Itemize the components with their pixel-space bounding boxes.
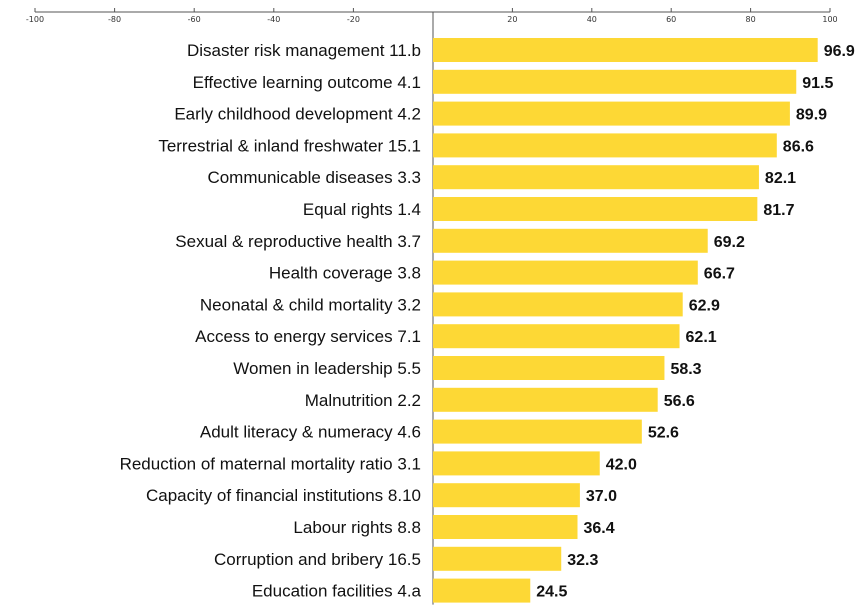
x-tick-label: -80 [108, 15, 121, 24]
bar [433, 292, 683, 317]
value-label: 86.6 [783, 138, 814, 155]
bar [433, 38, 818, 62]
value-label: 69.2 [714, 234, 745, 251]
x-tick-label: 40 [587, 15, 597, 24]
category-label: Education facilities 4.a [252, 582, 422, 601]
bar [433, 69, 797, 94]
x-tick-label: -20 [347, 15, 360, 24]
bar [433, 546, 562, 571]
bar [433, 387, 658, 412]
bar [433, 197, 758, 221]
category-label: Adult literacy & numeracy 4.6 [200, 423, 421, 442]
x-tick-label: 60 [666, 15, 676, 24]
bar [433, 165, 759, 190]
value-label: 32.3 [567, 552, 598, 569]
value-label: 37.0 [586, 488, 617, 505]
x-tick-label: -40 [267, 15, 280, 24]
value-label: 81.7 [763, 202, 794, 219]
x-tick-label: 20 [507, 15, 517, 24]
value-label: 52.6 [648, 425, 679, 442]
category-label: Health coverage 3.8 [269, 264, 421, 283]
category-label: Malnutrition 2.2 [305, 391, 421, 410]
bar [433, 515, 578, 539]
category-label: Labour rights 8.8 [293, 518, 421, 537]
value-label: 56.6 [664, 393, 695, 410]
value-labels: 96.9 91.5 89.9 86.6 82.1 81.7 69.2 66.7 62.9 62.1… [536, 43, 855, 601]
category-label: Sexual & reproductive health 3.7 [175, 232, 421, 251]
value-label: 91.5 [802, 75, 833, 92]
category-label: Capacity of financial institutions 8.10 [146, 486, 421, 505]
bars [433, 38, 818, 603]
x-tick-label: -100 [26, 15, 44, 24]
category-label: Early childhood development 4.2 [174, 105, 421, 124]
value-label: 82.1 [765, 170, 796, 187]
bar [433, 324, 680, 349]
category-labels: Disaster risk management 11.b Effective l… [120, 41, 422, 601]
bar [433, 260, 698, 285]
bar [433, 451, 600, 476]
bar [433, 419, 642, 444]
bar [433, 101, 790, 126]
value-label: 66.7 [704, 266, 735, 283]
category-label: Disaster risk management 11.b [187, 41, 421, 60]
bar [433, 133, 777, 158]
x-tick-label: 100 [822, 15, 837, 24]
category-label: Neonatal & child mortality 3.2 [200, 295, 421, 314]
bar [433, 578, 531, 603]
value-label: 24.5 [536, 584, 567, 601]
category-label: Effective learning outcome 4.1 [193, 73, 421, 92]
value-label: 42.0 [606, 456, 637, 473]
value-label: 62.9 [689, 297, 720, 314]
value-label: 58.3 [670, 361, 701, 378]
category-label: Corruption and bribery 16.5 [214, 550, 421, 569]
category-label: Access to energy services 7.1 [195, 327, 421, 346]
value-label: 89.9 [796, 107, 827, 124]
bar [433, 228, 708, 253]
x-tick-label: 80 [746, 15, 756, 24]
bar [433, 483, 580, 508]
value-label: 96.9 [824, 43, 855, 60]
category-label: Women in leadership 5.5 [233, 359, 421, 378]
value-label: 62.1 [686, 329, 717, 346]
category-label: Reduction of maternal mortality ratio 3.… [120, 454, 421, 473]
bar [433, 356, 665, 380]
category-label: Communicable diseases 3.3 [207, 168, 421, 187]
category-label: Equal rights 1.4 [303, 200, 421, 219]
value-label: 36.4 [584, 520, 615, 537]
x-tick-label: -60 [188, 15, 201, 24]
category-label: Terrestrial & inland freshwater 15.1 [158, 136, 421, 155]
